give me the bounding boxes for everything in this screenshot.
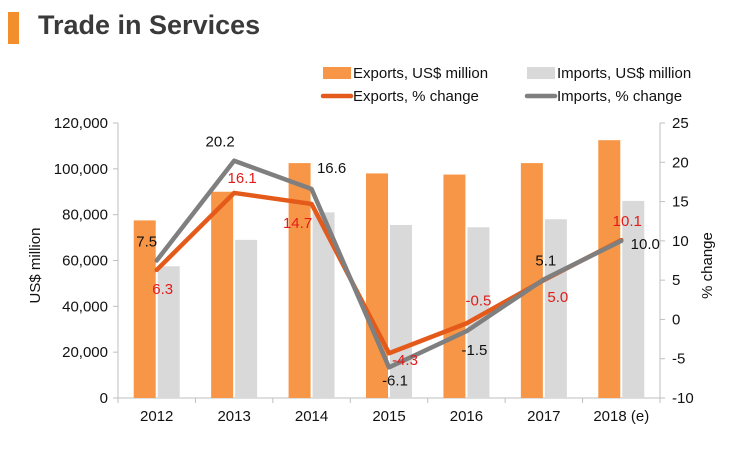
- y-tick-label-left: 80,000: [62, 207, 108, 224]
- imports-bar: [312, 212, 335, 398]
- legend-swatch: [527, 67, 555, 79]
- x-tick-label: 2014: [295, 408, 328, 425]
- y-tick-label-left: 40,000: [62, 298, 108, 315]
- legend-label: Imports, US$ million: [557, 65, 691, 82]
- imports-bar: [235, 239, 258, 398]
- x-tick-label: 2015: [372, 408, 405, 425]
- x-tick-label: 2016: [450, 408, 483, 425]
- exports-change-label: 5.0: [547, 289, 568, 306]
- exports-bar: [133, 220, 156, 398]
- legend-label: Exports, US$ million: [353, 65, 488, 82]
- legend-swatch: [323, 67, 351, 79]
- imports-change-label: 20.2: [206, 134, 235, 151]
- exports-bar: [598, 140, 621, 398]
- y-tick-label-right: 5: [672, 272, 680, 289]
- exports-bar: [443, 174, 466, 398]
- imports-bar: [544, 219, 567, 398]
- exports-change-label: -4.3: [392, 352, 418, 369]
- exports-change-label: 6.3: [152, 281, 173, 298]
- exports-change-label: 10.1: [613, 213, 642, 230]
- exports-bar: [288, 163, 311, 398]
- imports-bar: [157, 266, 180, 398]
- y-tick-label-left: 0: [100, 390, 108, 407]
- chart-title: Trade in Services: [38, 10, 261, 40]
- imports-bar: [622, 200, 645, 398]
- x-tick-label: 2013: [217, 408, 250, 425]
- y-tick-label-right: 0: [672, 311, 680, 328]
- imports-change-label: -1.5: [461, 342, 487, 359]
- imports-change-line: [154, 158, 624, 370]
- x-tick-label: 2017: [527, 408, 560, 425]
- exports-bar: [520, 163, 543, 398]
- imports-change-label: 7.5: [136, 234, 157, 251]
- y-tick-label-left: 60,000: [62, 253, 108, 270]
- exports-change-label: -0.5: [465, 292, 491, 309]
- x-tick-label: 2018 (e): [593, 408, 649, 425]
- legend-label: Exports, % change: [353, 88, 479, 105]
- y-tick-label-left: 20,000: [62, 344, 108, 361]
- x-tick-label: 2012: [140, 408, 173, 425]
- y-tick-label-right: 20: [672, 154, 689, 171]
- y-tick-label-right: -5: [672, 351, 685, 368]
- exports-bar: [366, 173, 388, 398]
- imports-change-label: 10.0: [631, 236, 660, 253]
- exports-bar: [211, 191, 234, 398]
- y-tick-label-right: 10: [672, 233, 689, 250]
- y-tick-label-right: 25: [672, 115, 689, 132]
- title-accent-bar: [8, 12, 19, 44]
- exports-change-label: 16.1: [228, 170, 257, 187]
- y-tick-label-right: 15: [672, 194, 689, 211]
- legend-label: Imports, % change: [557, 88, 682, 105]
- imports-change-label: -6.1: [382, 372, 408, 389]
- y2-axis-title: % change: [699, 232, 716, 299]
- y-tick-label-right: -10: [672, 390, 694, 407]
- y-axis-title: US$ million: [27, 228, 44, 304]
- y-tick-label-left: 120,000: [54, 115, 108, 132]
- imports-bar: [467, 227, 490, 398]
- imports-change-label: 16.6: [317, 160, 346, 177]
- imports-change-label: 5.1: [535, 252, 556, 269]
- y-tick-label-left: 100,000: [54, 161, 108, 178]
- exports-change-label: 14.7: [283, 215, 312, 232]
- imports-bar: [390, 224, 412, 398]
